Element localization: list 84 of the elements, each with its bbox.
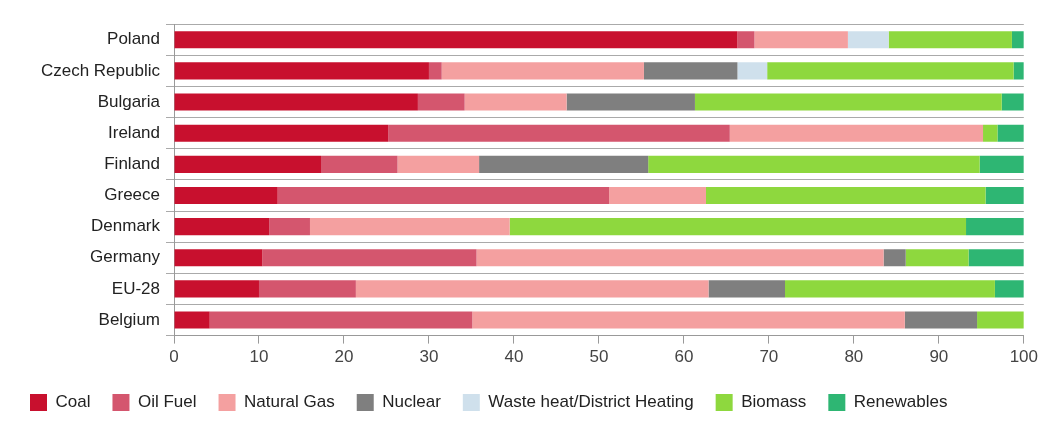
bar — [977, 311, 1024, 329]
bar — [979, 155, 1024, 173]
bar — [174, 31, 738, 49]
bar — [847, 31, 889, 49]
bar — [428, 62, 442, 80]
x-tick-label: 10 — [249, 347, 269, 367]
legend-label: Renewables — [853, 392, 948, 412]
bar — [767, 62, 1014, 80]
bar — [309, 218, 510, 236]
bar — [968, 249, 1024, 267]
legend-label: Biomass — [741, 392, 807, 412]
bar — [994, 280, 1024, 298]
bar — [785, 280, 995, 298]
bar — [609, 186, 706, 205]
bar — [985, 186, 1024, 205]
bar — [1011, 31, 1024, 49]
legend-label: Coal — [55, 392, 91, 412]
bar — [694, 93, 1002, 111]
bar — [174, 124, 389, 142]
bar — [737, 31, 755, 49]
bar — [888, 31, 1012, 49]
bar — [883, 249, 906, 267]
y-tick-label: Czech Republic — [40, 60, 161, 80]
bar — [754, 31, 848, 49]
x-tick-label: 0 — [169, 347, 179, 367]
bar — [262, 249, 477, 267]
bar — [269, 218, 310, 236]
y-tick-label: Belgium — [98, 309, 160, 329]
bar — [643, 62, 738, 80]
bar — [983, 124, 998, 142]
x-tick-label: 50 — [589, 347, 609, 367]
bar — [441, 62, 644, 80]
bar — [174, 311, 210, 329]
bar — [355, 280, 709, 298]
bar — [479, 155, 649, 173]
bar — [966, 218, 1024, 236]
bar — [321, 155, 398, 173]
y-tick-label: Ireland — [108, 122, 160, 142]
y-tick-label: EU-28 — [111, 278, 160, 298]
bar — [729, 124, 984, 142]
bar — [209, 311, 473, 329]
bar — [174, 186, 278, 205]
bar — [509, 218, 967, 236]
bar — [566, 93, 695, 111]
bar — [277, 186, 610, 205]
x-tick-label: 100 — [1009, 347, 1039, 367]
x-tick-label: 30 — [419, 347, 439, 367]
y-tick-label: Greece — [104, 185, 160, 205]
bar — [174, 62, 429, 80]
x-tick-label: 20 — [334, 347, 354, 367]
bar — [904, 311, 978, 329]
x-tick-label: 90 — [929, 347, 949, 367]
legend-label: Natural Gas — [244, 392, 335, 412]
x-tick-label: 70 — [759, 347, 779, 367]
bar — [388, 124, 730, 142]
x-tick-label: 40 — [504, 347, 524, 367]
bar — [174, 155, 322, 173]
bar — [397, 155, 480, 173]
y-tick-label: Germany — [90, 247, 161, 267]
bar — [708, 280, 786, 298]
y-tick-label: Bulgaria — [97, 91, 161, 111]
bar — [174, 249, 263, 267]
bar — [905, 249, 969, 267]
bar — [174, 93, 418, 111]
y-tick-label: Denmark — [91, 216, 161, 236]
y-tick-label: Poland — [107, 29, 160, 49]
bar — [472, 311, 905, 329]
bar — [417, 93, 465, 111]
bar — [476, 249, 884, 267]
bar — [705, 186, 986, 205]
bar — [737, 62, 768, 80]
bar — [174, 280, 259, 298]
bar — [648, 155, 980, 173]
bar — [997, 124, 1024, 142]
bar — [258, 280, 356, 298]
bar — [174, 218, 270, 236]
y-tick-label: Finland — [104, 154, 160, 174]
bar — [1001, 93, 1024, 111]
legend-label: Nuclear — [382, 392, 442, 412]
legend-label: Oil Fuel — [137, 392, 197, 412]
bar — [464, 93, 567, 111]
legend-label: Waste heat/District Heating — [488, 392, 694, 412]
x-tick-label: 60 — [674, 347, 694, 367]
x-tick-label: 80 — [844, 347, 864, 367]
